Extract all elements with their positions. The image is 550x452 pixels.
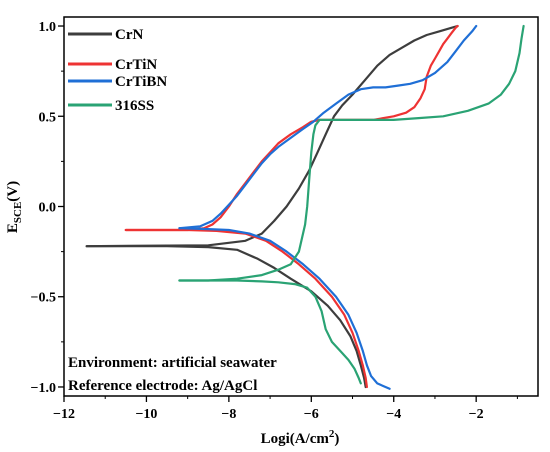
y-tick-label: 0.5 xyxy=(39,110,57,125)
legend-label-crn: CrN xyxy=(115,27,143,43)
series-layer xyxy=(85,24,525,390)
y-tick-label: −0.5 xyxy=(31,291,56,306)
y-axis-title: ESCE(V) xyxy=(5,181,24,233)
x-axis-title-sup: 2 xyxy=(329,428,335,440)
legend-label-crtin: CrTiN xyxy=(115,57,157,73)
legend-label-316ss: 316SS xyxy=(115,98,154,114)
legend: CrN CrTiN CrTiBN 316SS xyxy=(68,27,167,114)
series-crtibn-branch-cathodic xyxy=(178,227,391,390)
annotation-reference-electrode: Reference electrode: Ag/AgCl xyxy=(68,378,257,394)
x-tick-label: −12 xyxy=(53,407,75,422)
y-tick-label: −1.0 xyxy=(31,381,56,396)
legend-label-crtibn: CrTiBN xyxy=(115,74,167,90)
x-tick-label: −8 xyxy=(221,407,236,422)
ticks-layer: −12 −10 −8 −6 −4 −2 −1.0 −0.5 0.0 0.5 1.0 xyxy=(31,20,518,422)
x-tick-label: −10 xyxy=(135,407,157,422)
annotation-environment: Environment: artificial seawater xyxy=(68,355,277,371)
x-tick-label: −2 xyxy=(469,407,484,422)
y-axis-title-main: E xyxy=(5,223,21,233)
series-crtin-branch-cathodic xyxy=(124,228,368,389)
x-axis-title-main: Logi(A/cm xyxy=(261,431,330,447)
y-tick-label: 1.0 xyxy=(39,20,57,35)
x-tick-label: −4 xyxy=(386,407,401,422)
series-crtibn-branch-anodic xyxy=(178,24,478,230)
y-axis-title-sub: SCE xyxy=(12,202,24,223)
x-tick-label: −6 xyxy=(304,407,319,422)
y-axis-title-rest: (V) xyxy=(5,181,21,202)
x-axis-title: Logi(A/cm2) xyxy=(261,428,340,447)
x-axis-title-close: ) xyxy=(334,431,339,447)
y-tick-label: 0.0 xyxy=(39,201,57,216)
series-316ss-branch-cathodic xyxy=(178,279,362,385)
series-crn-branch-anodic xyxy=(85,24,459,248)
series-316ss-branch-anodic xyxy=(178,24,525,282)
